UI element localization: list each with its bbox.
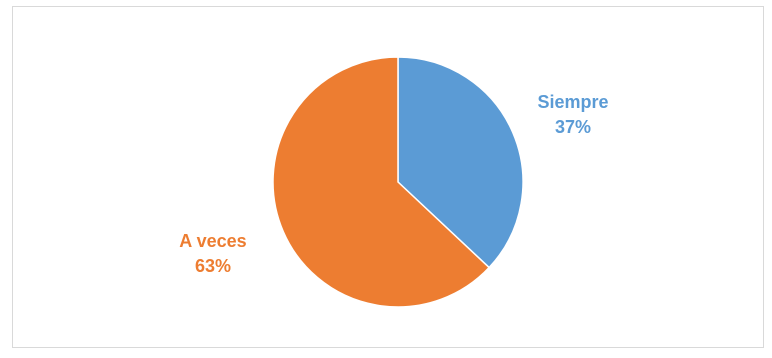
slice-label-a-veces: A veces [179,231,246,251]
pie-slice-siempre [397,56,524,269]
pie-slice-a-veces [272,56,491,308]
slice-label-siempre: Siempre [537,92,608,112]
slice-percent-siempre: 37% [555,117,591,137]
slice-percent-a-veces: 63% [195,256,231,276]
